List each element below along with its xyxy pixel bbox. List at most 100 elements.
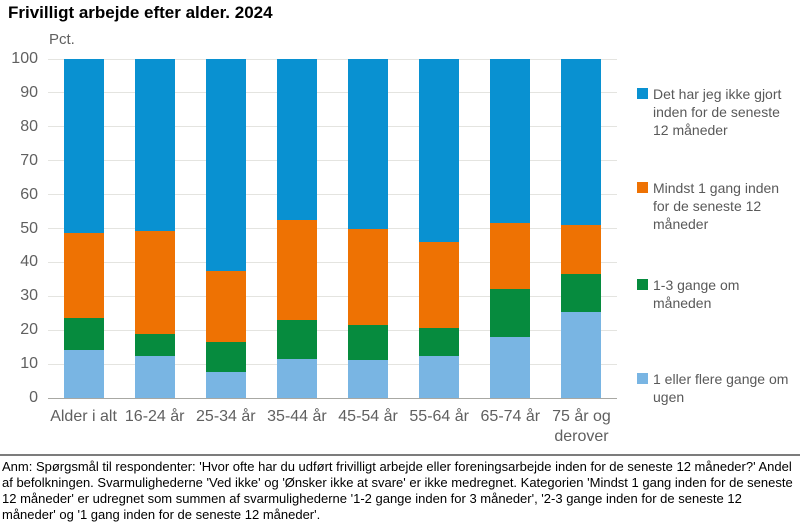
legend-label: Det har jeg ikke gjort inden for de sene… xyxy=(653,86,782,138)
legend-label: 1 eller flere gange om ugen xyxy=(653,371,789,405)
bar-slot xyxy=(546,59,617,398)
bar-1 xyxy=(63,59,104,398)
y-axis-tick-label: 100 xyxy=(11,50,38,67)
legend-label: Mindst 1 gang inden for de seneste 12 må… xyxy=(653,180,780,232)
x-axis-category-label: 45-54 år xyxy=(338,408,398,425)
legend-label: 1-3 gange om måneden xyxy=(653,277,740,311)
gridline-100 xyxy=(48,58,617,60)
bar-segment xyxy=(561,224,602,274)
bar-segment xyxy=(561,59,602,225)
bar-segment xyxy=(205,371,246,398)
bar-5 xyxy=(348,59,389,398)
footnote-divider xyxy=(0,454,800,456)
bar-segment xyxy=(205,59,246,271)
y-axis-tick-label: 40 xyxy=(20,253,38,271)
y-axis-tick-label: 80 xyxy=(20,117,38,135)
legend-item: 1 eller flere gange om ugen xyxy=(637,370,799,406)
y-axis-unit-label: Pct. xyxy=(49,31,75,48)
bar-segment xyxy=(63,318,104,350)
y-axis-tick-label: 90 xyxy=(20,83,38,101)
bar-segment xyxy=(134,231,175,334)
bar-segment xyxy=(348,59,389,229)
bar-segment xyxy=(419,59,460,243)
bar-segment xyxy=(561,273,602,312)
bar-segment xyxy=(63,232,104,319)
bar-segment xyxy=(134,59,175,232)
x-axis-category-label: Alder i alt xyxy=(50,408,117,425)
bar-segment xyxy=(205,270,246,343)
bar-7 xyxy=(490,59,531,398)
legend-item: Mindst 1 gang inden for de seneste 12 må… xyxy=(637,179,799,233)
bar-segment xyxy=(205,342,246,372)
bar-segment xyxy=(63,59,104,233)
bar-segment xyxy=(490,336,531,398)
bars-group xyxy=(48,59,617,398)
gridline-20 xyxy=(48,329,617,331)
bar-segment xyxy=(348,324,389,361)
bar-segment xyxy=(561,311,602,398)
bar-slot xyxy=(261,59,332,398)
x-axis-category-label: 65-74 år xyxy=(480,408,541,425)
gridline-30 xyxy=(48,295,617,297)
y-axis-tick-label: 10 xyxy=(20,355,38,373)
legend-swatch-icon xyxy=(637,373,648,384)
y-axis-tick-label: 0 xyxy=(29,389,38,406)
y-axis-tick-label: 60 xyxy=(20,185,38,203)
bar-slot xyxy=(190,59,261,398)
bar-3 xyxy=(205,59,246,398)
x-axis-category-label: 55-64 år xyxy=(409,408,469,425)
gridline-90 xyxy=(48,92,617,94)
bar-segment xyxy=(348,228,389,325)
gridline-10 xyxy=(48,363,617,365)
x-axis-category-label: 75 år og derover xyxy=(552,408,611,445)
legend-item: 1-3 gange om måneden xyxy=(637,276,799,312)
y-axis-tick-label: 20 xyxy=(20,321,38,339)
y-axis: 0 10 20 30 40 50 60 70 80 90 100 xyxy=(0,50,40,406)
bar-segment xyxy=(490,289,531,337)
bar-segment xyxy=(63,349,104,398)
bar-segment xyxy=(419,242,460,328)
bar-segment xyxy=(419,355,460,398)
bar-segment xyxy=(134,333,175,356)
x-axis-category-label: 35-44 år xyxy=(267,408,327,425)
legend-swatch-icon xyxy=(637,182,648,193)
y-axis-tick-label: 70 xyxy=(20,151,38,169)
bar-segment xyxy=(348,360,389,398)
bar-segment xyxy=(276,359,317,398)
gridline-40 xyxy=(48,261,617,263)
y-axis-tick-label: 50 xyxy=(20,219,38,237)
legend-swatch-icon xyxy=(637,88,648,99)
bar-2 xyxy=(134,59,175,398)
gridline-70 xyxy=(48,160,617,162)
bar-6 xyxy=(419,59,460,398)
bar-segment xyxy=(134,355,175,398)
gridline-80 xyxy=(48,126,617,128)
x-axis-category-label: 25-34 år xyxy=(196,408,256,425)
bar-slot xyxy=(48,59,119,398)
gridline-50 xyxy=(48,228,617,229)
footnote-text: Anm: Spørgsmål til respondenter: 'Hvor o… xyxy=(2,459,793,522)
bar-segment xyxy=(490,222,531,290)
bar-segment xyxy=(276,59,317,220)
y-axis-tick-label: 30 xyxy=(20,287,38,305)
bar-segment xyxy=(490,59,531,223)
x-axis: Alder i alt 16-24 år 25-34 år 35-44 år 45-54… xyxy=(48,407,617,447)
gridline-60 xyxy=(48,194,617,196)
x-axis-category-label: 16-24 år xyxy=(124,408,185,425)
bar-slot xyxy=(333,59,404,398)
page-title: Frivilligt arbejde efter alder. 2024 xyxy=(8,3,273,22)
plot-area xyxy=(48,58,617,399)
gridline-0 xyxy=(48,397,617,399)
bar-slot xyxy=(119,59,190,398)
bar-segment xyxy=(419,327,460,356)
bar-slot xyxy=(475,59,546,398)
bar-slot xyxy=(404,59,475,398)
bar-segment xyxy=(276,320,317,360)
legend: Det har jeg ikke gjort inden for de sene… xyxy=(637,0,800,450)
bar-8 xyxy=(561,59,602,398)
bar-4 xyxy=(276,59,317,398)
legend-swatch-icon xyxy=(637,279,648,290)
legend-item: Det har jeg ikke gjort inden for de sene… xyxy=(637,85,799,139)
bar-segment xyxy=(276,219,317,321)
